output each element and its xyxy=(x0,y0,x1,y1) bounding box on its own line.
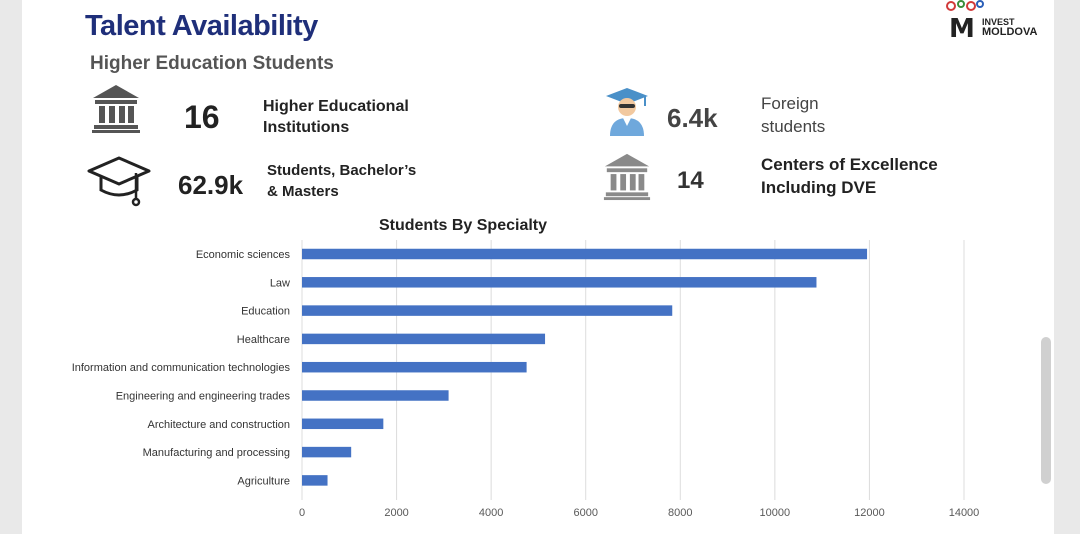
institution-icon xyxy=(92,85,140,133)
stat-value-foreign: 6.4k xyxy=(667,103,718,133)
stat-label-centers: Centers of Excellence Including DVE xyxy=(761,155,938,197)
graduate-student-icon xyxy=(606,88,648,136)
bar xyxy=(302,333,546,345)
bar xyxy=(302,305,673,316)
stat-label-institutions: Higher Educational Institutions xyxy=(263,98,409,136)
y-category-label: Economic sciences xyxy=(196,249,291,261)
y-category-label: Manufacturing and processing xyxy=(143,447,290,459)
invest-moldova-logo: M INVEST MOLDOVA xyxy=(942,0,1052,44)
x-tick-label: 14000 xyxy=(949,507,980,519)
x-tick-label: 4000 xyxy=(479,507,503,519)
x-tick-label: 6000 xyxy=(573,507,597,519)
x-tick-label: 2000 xyxy=(384,507,408,519)
y-category-label: Agriculture xyxy=(237,475,290,487)
bar xyxy=(302,475,328,486)
x-tick-label: 10000 xyxy=(760,507,791,519)
slide: Talent Availability Higher Education Stu… xyxy=(22,0,1054,534)
bar xyxy=(302,390,449,401)
stat-label-foreign: Foreign students xyxy=(761,94,826,136)
bar xyxy=(302,446,352,458)
y-category-label: Architecture and construction xyxy=(148,419,290,431)
y-category-label: Healthcare xyxy=(237,334,290,346)
bar xyxy=(302,248,868,260)
y-category-label: Engineering and engineering trades xyxy=(116,391,291,403)
y-category-label: Law xyxy=(270,277,290,289)
y-category-label: Education xyxy=(241,306,290,318)
x-tick-label: 8000 xyxy=(668,507,692,519)
bar xyxy=(302,277,817,288)
logo-ornament-icon xyxy=(946,0,984,11)
stat-value-students: 62.9k xyxy=(178,170,244,200)
stat-value-institutions: 16 xyxy=(184,99,220,135)
page-subtitle: Higher Education Students xyxy=(90,53,334,74)
bar xyxy=(302,418,384,430)
x-tick-label: 12000 xyxy=(854,507,885,519)
stat-label-students: Students, Bachelor’s & Masters xyxy=(267,162,417,200)
logo-line-1: INVEST xyxy=(982,17,1015,27)
y-category-label: Information and communication technologi… xyxy=(72,362,291,374)
institution-icon xyxy=(603,153,651,201)
page-title: Talent Availability xyxy=(85,10,318,42)
students-by-specialty-chart: Students By Specialty 0 2000 4000 6000 8000 10… xyxy=(72,217,980,519)
graduation-cap-icon xyxy=(87,156,151,207)
stat-value-centers: 14 xyxy=(677,167,704,194)
bar xyxy=(302,361,527,373)
x-tick-label: 0 xyxy=(299,507,305,519)
logo-mark: M xyxy=(949,14,975,44)
chart-title: Students By Specialty xyxy=(379,217,547,234)
logo-line-2: MOLDOVA xyxy=(982,26,1038,38)
vertical-scrollbar[interactable] xyxy=(1041,337,1051,484)
